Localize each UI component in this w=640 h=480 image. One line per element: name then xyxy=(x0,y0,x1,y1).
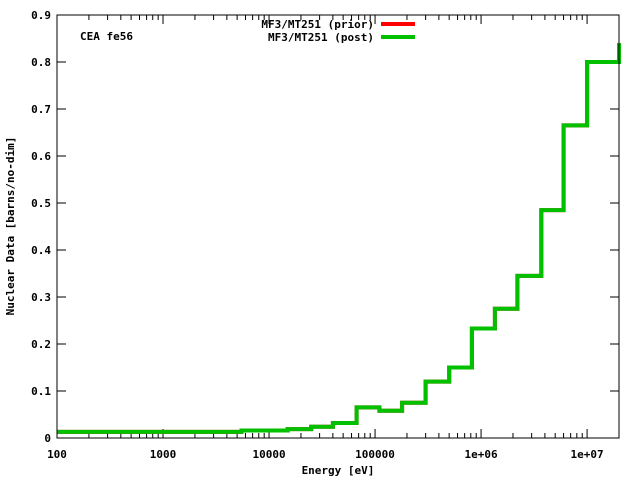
y-tick-label: 0.5 xyxy=(31,197,51,210)
y-tick-label: 0.6 xyxy=(31,150,51,163)
y-tick-label: 0.4 xyxy=(31,244,51,257)
y-tick-label: 0.3 xyxy=(31,291,51,304)
x-tick-label: 1000 xyxy=(150,448,177,461)
legend-label-prior: MF3/MT251 (prior) xyxy=(261,18,374,31)
y-tick-label: 0.7 xyxy=(31,103,51,116)
y-tick-label: 0.9 xyxy=(31,9,51,22)
x-tick-label: 1e+07 xyxy=(571,448,604,461)
legend-label-post: MF3/MT251 (post) xyxy=(268,31,374,44)
plot-frame xyxy=(56,14,620,439)
y-tick-label: 0 xyxy=(44,432,51,445)
y-tick-label: 0.2 xyxy=(31,338,51,351)
legend: MF3/MT251 (prior) MF3/MT251 (post) xyxy=(261,18,415,44)
annotation-label: CEA fe56 xyxy=(80,30,133,43)
x-tick-label: 10000 xyxy=(252,448,285,461)
x-tick-label: 100 xyxy=(47,448,67,461)
series-layer xyxy=(57,43,621,434)
x-axis-label: Energy [eV] xyxy=(302,464,375,477)
y-axis-label: Nuclear Data [barns/no-dim] xyxy=(4,137,17,316)
y-tick-label: 0.1 xyxy=(31,385,51,398)
ticks-layer: 0 0.1 0.2 0.3 0.4 0.5 0.6 0.7 0.8 0.9 100 1000 10000… xyxy=(31,9,619,461)
series-line-prior xyxy=(57,43,621,434)
x-tick-label: 1e+06 xyxy=(465,448,498,461)
x-tick-label: 100000 xyxy=(355,448,395,461)
y-tick-label: 0.8 xyxy=(31,56,51,69)
series-line-post xyxy=(57,43,621,434)
